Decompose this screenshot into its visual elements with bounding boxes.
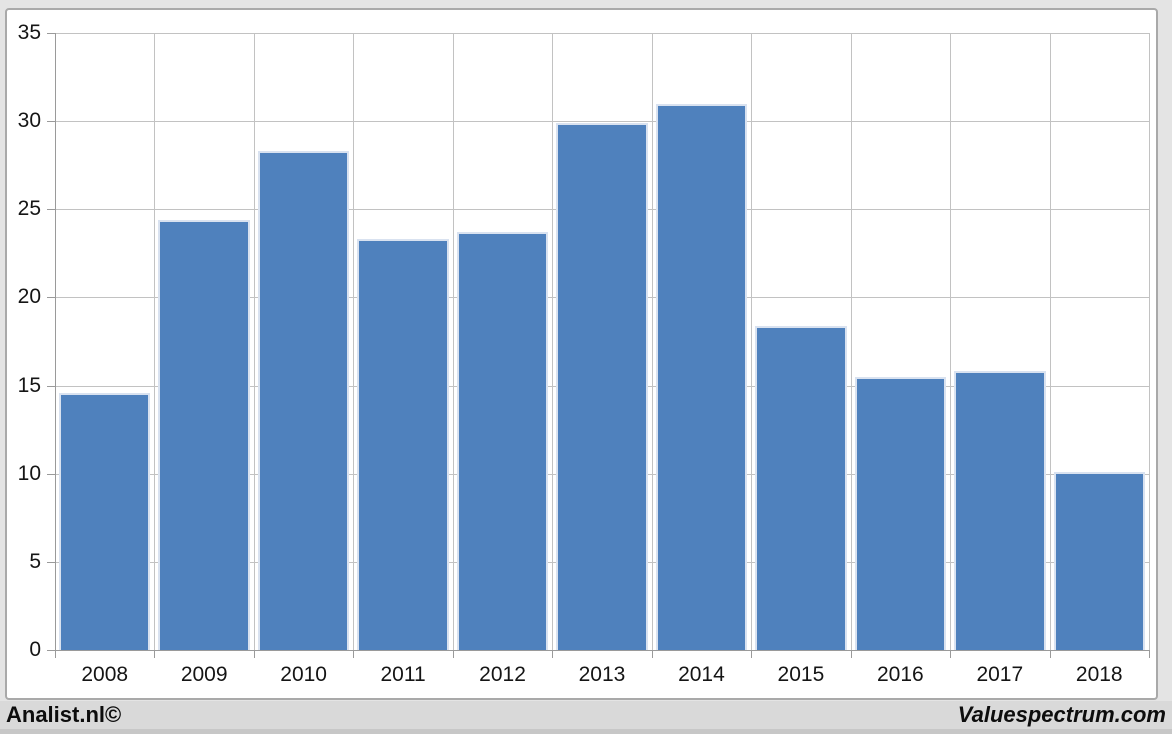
y-axis-tick bbox=[47, 385, 55, 387]
watermark-valuespectrum: Valuespectrum.com bbox=[957, 702, 1166, 727]
y-axis-label: 5 bbox=[29, 549, 41, 573]
x-axis-tick bbox=[751, 651, 753, 658]
y-axis-label: 35 bbox=[17, 21, 41, 44]
x-axis-tick bbox=[1049, 651, 1051, 658]
bar-2012 bbox=[456, 232, 549, 650]
x-axis-tick bbox=[353, 651, 355, 658]
y-axis-tick bbox=[47, 561, 55, 563]
y-axis-tick bbox=[47, 297, 55, 299]
x-axis-tick bbox=[154, 651, 156, 658]
gridline-vertical bbox=[154, 33, 156, 650]
bar-2018 bbox=[1053, 471, 1145, 650]
y-axis-tick bbox=[47, 650, 55, 651]
gridline-horizontal bbox=[55, 33, 1149, 34]
x-axis-label-2015: 2015 bbox=[777, 663, 825, 686]
x-axis-label-2013: 2013 bbox=[578, 663, 626, 686]
y-axis-label: 15 bbox=[17, 373, 41, 397]
x-axis-label-2009: 2009 bbox=[180, 663, 228, 686]
watermark-analist: Analist.nl© bbox=[6, 702, 122, 727]
bar-2013 bbox=[556, 122, 648, 650]
x-axis-tick bbox=[950, 651, 952, 658]
bar-2015 bbox=[755, 325, 847, 650]
bar-2009 bbox=[158, 219, 250, 650]
x-axis-label-2011: 2011 bbox=[380, 663, 426, 686]
y-axis-tick bbox=[47, 473, 55, 475]
y-axis-tick bbox=[47, 33, 55, 34]
gridline-vertical bbox=[353, 33, 355, 650]
x-axis-tick bbox=[253, 651, 255, 658]
bar-2011 bbox=[357, 239, 449, 650]
x-axis-tick bbox=[552, 651, 554, 658]
y-axis-tick bbox=[47, 209, 55, 211]
x-axis-label-2010: 2010 bbox=[280, 663, 327, 686]
y-axis-tick bbox=[47, 121, 55, 123]
x-axis-tick bbox=[1149, 651, 1150, 658]
x-axis-tick bbox=[651, 651, 653, 658]
gridline-vertical bbox=[452, 33, 454, 650]
bar-2016 bbox=[854, 376, 947, 650]
bar-2014 bbox=[655, 103, 748, 650]
gridline-vertical bbox=[552, 33, 554, 650]
gridline-vertical bbox=[1049, 33, 1051, 650]
y-axis-label: 20 bbox=[17, 285, 41, 309]
x-axis-label-2012: 2012 bbox=[479, 663, 526, 686]
gridline-vertical bbox=[850, 33, 852, 650]
y-axis-line bbox=[55, 33, 56, 650]
x-axis-line bbox=[55, 650, 1150, 651]
x-axis-label-2016: 2016 bbox=[876, 663, 924, 686]
y-axis-label: 10 bbox=[17, 461, 41, 485]
bar-2017 bbox=[954, 371, 1046, 650]
y-axis-label: 0 bbox=[29, 638, 41, 661]
footer: Analist.nl© Valuespectrum.com bbox=[0, 701, 1172, 729]
bar-2010 bbox=[257, 151, 350, 650]
gridline-vertical bbox=[253, 33, 255, 650]
y-axis-label: 30 bbox=[17, 109, 41, 133]
x-axis-label-2017: 2017 bbox=[976, 663, 1024, 686]
y-axis-label: 25 bbox=[17, 197, 41, 221]
gridline-vertical bbox=[751, 33, 753, 650]
gridline-horizontal bbox=[55, 121, 1149, 123]
bar-2008 bbox=[59, 392, 151, 650]
bottom-edge bbox=[0, 729, 1172, 734]
x-axis-label-2018: 2018 bbox=[1075, 663, 1123, 686]
x-axis-label-2014: 2014 bbox=[678, 663, 725, 686]
x-axis-tick bbox=[850, 651, 852, 658]
gridline-vertical bbox=[1149, 33, 1150, 650]
x-axis-tick bbox=[55, 651, 56, 658]
x-axis-tick bbox=[452, 651, 454, 658]
x-axis-label-2008: 2008 bbox=[81, 663, 129, 686]
gridline-vertical bbox=[651, 33, 653, 650]
gridline-vertical bbox=[950, 33, 952, 650]
